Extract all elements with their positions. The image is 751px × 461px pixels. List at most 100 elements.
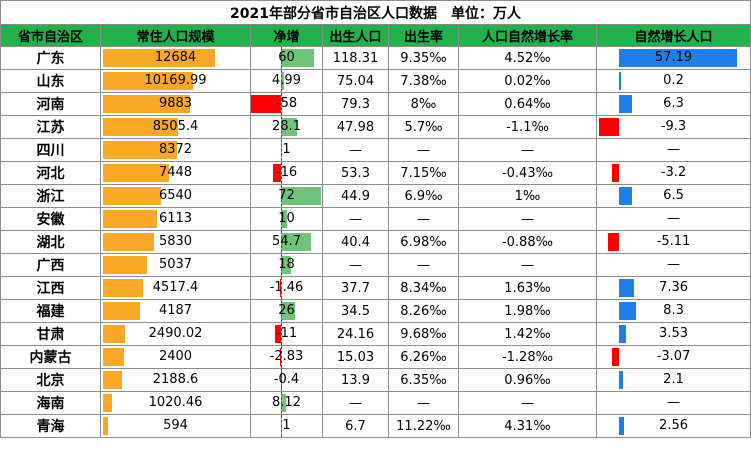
population-cell: 6540 <box>100 184 251 208</box>
natural-growth-bar <box>599 118 619 136</box>
population-bar <box>103 417 109 435</box>
natural-growth-rate-cell: -0.88‰ <box>458 230 597 254</box>
natural-growth-bar <box>619 371 624 389</box>
birth-rate-cell: 7.38‰ <box>388 69 459 93</box>
net-axis-line <box>281 231 282 253</box>
births-cell: 37.7 <box>322 276 389 300</box>
natural-growth-rate-cell: -0.43‰ <box>458 161 597 185</box>
births-cell: 47.98 <box>322 115 389 139</box>
province-cell: 安徽 <box>0 207 101 231</box>
natural-growth-value: 3.53 <box>659 326 688 341</box>
natural-growth-cell: — <box>595 391 751 415</box>
births-cell: 118.31 <box>322 46 389 70</box>
table-row: 江西 4517.4 -1.46 37.7 8.34‰ 1.63‰ 7.36 <box>0 276 751 300</box>
natural-growth-bar <box>619 417 625 435</box>
population-value: 594 <box>163 418 188 433</box>
birth-rate-cell: — <box>388 207 459 231</box>
population-bar <box>103 118 179 136</box>
births-cell: 24.16 <box>322 322 389 346</box>
natural-growth-cell: -9.3 <box>595 115 751 139</box>
table-row: 内蒙古 2400 -2.83 15.03 6.26‰ -1.28‰ -3.07 <box>0 345 751 369</box>
natural-growth-rate-cell: 1.63‰ <box>458 276 597 300</box>
birth-rate-cell: — <box>388 253 459 277</box>
population-bar <box>103 72 193 90</box>
net-increase-value: 8.12 <box>272 395 301 410</box>
natural-growth-bar <box>619 49 737 67</box>
natural-growth-bar <box>619 325 627 343</box>
natural-growth-rate-cell: 1.42‰ <box>458 322 597 346</box>
natural-growth-value: 6.5 <box>663 188 684 203</box>
population-cell: 12684 <box>100 46 251 70</box>
net-increase-cell: 18 <box>250 253 323 277</box>
natural-growth-cell: — <box>595 253 751 277</box>
population-value: 4187 <box>158 303 193 318</box>
table-row: 福建 4187 26 34.5 8.26‰ 1.98‰ 8.3 <box>0 299 751 323</box>
population-value: 5830 <box>158 234 193 249</box>
province-cell: 海南 <box>0 391 101 415</box>
table-row: 山东 10169.99 4.99 75.04 7.38‰ 0.02‰ 0.2 <box>0 69 751 93</box>
population-cell: 9883 <box>100 92 251 116</box>
birth-rate-cell: 9.35‰ <box>388 46 459 70</box>
natural-growth-rate-cell: 1‰ <box>458 184 597 208</box>
net-increase-value: -58 <box>275 96 298 111</box>
net-increase-bar <box>281 72 284 90</box>
header-natural-growth-rate: 人口自然增长率 <box>458 24 597 47</box>
population-value: 8372 <box>158 142 193 157</box>
population-value: 12684 <box>154 50 197 65</box>
natural-growth-cell: 2.1 <box>595 368 751 392</box>
province-cell: 青海 <box>0 414 101 438</box>
net-increase-cell: -16 <box>250 161 323 185</box>
natural-growth-value: — <box>667 142 681 157</box>
net-increase-cell: 72 <box>250 184 323 208</box>
province-cell: 北京 <box>0 368 101 392</box>
net-increase-cell: -2.83 <box>250 345 323 369</box>
natural-growth-cell: 2.56 <box>595 414 751 438</box>
natural-growth-rate-cell: 0.64‰ <box>458 92 597 116</box>
birth-rate-cell: 6.35‰ <box>388 368 459 392</box>
population-cell: 8505.4 <box>100 115 251 139</box>
province-cell: 甘肃 <box>0 322 101 346</box>
net-increase-bar <box>281 302 296 320</box>
net-increase-cell: -58 <box>250 92 323 116</box>
net-increase-value: 10 <box>278 211 295 226</box>
natural-growth-rate-cell: 4.52‰ <box>458 46 597 70</box>
population-value: 7448 <box>158 165 193 180</box>
net-increase-bar <box>281 49 315 67</box>
population-cell: 1020.46 <box>100 391 251 415</box>
population-cell: 4187 <box>100 299 251 323</box>
header-births: 出生人口 <box>322 24 389 47</box>
natural-growth-value: 8.3 <box>663 303 684 318</box>
province-cell: 内蒙古 <box>0 345 101 369</box>
net-increase-cell: -1.46 <box>250 276 323 300</box>
population-cell: 6113 <box>100 207 251 231</box>
net-increase-value: 1 <box>282 418 291 433</box>
population-cell: 2400 <box>100 345 251 369</box>
natural-growth-value: — <box>667 211 681 226</box>
population-cell: 8372 <box>100 138 251 162</box>
net-increase-cell: -11 <box>250 322 323 346</box>
header-natural-growth: 自然增长人口 <box>595 24 751 47</box>
natural-growth-cell: 0.2 <box>595 69 751 93</box>
birth-rate-cell: 8.26‰ <box>388 299 459 323</box>
natural-growth-cell: -3.2 <box>595 161 751 185</box>
table-row: 湖北 5830 54.7 40.4 6.98‰ -0.88‰ -5.11 <box>0 230 751 254</box>
net-increase-value: -11 <box>275 326 298 341</box>
population-table: 2021年部分省市自治区人口数据 单位：万人 省市自治区 常住人口规模 净增 出… <box>0 0 751 438</box>
natural-growth-value: -9.3 <box>660 119 687 134</box>
province-cell: 广东 <box>0 46 101 70</box>
natural-growth-rate-cell: -1.1‰ <box>458 115 597 139</box>
table-row: 四川 8372 1— — — — <box>0 138 751 162</box>
natural-growth-value: — <box>667 257 681 272</box>
natural-growth-value: 2.56 <box>659 418 688 433</box>
natural-growth-bar <box>619 72 621 90</box>
net-axis-line <box>281 70 282 92</box>
natural-growth-cell: 3.53 <box>595 322 751 346</box>
natural-growth-rate-cell: 0.96‰ <box>458 368 597 392</box>
net-axis-line <box>281 93 282 115</box>
net-axis-line <box>281 300 282 322</box>
population-cell: 4517.4 <box>100 276 251 300</box>
births-cell: — <box>322 391 389 415</box>
header-province: 省市自治区 <box>0 24 101 47</box>
population-bar <box>103 302 140 320</box>
net-increase-value: 26 <box>278 303 295 318</box>
